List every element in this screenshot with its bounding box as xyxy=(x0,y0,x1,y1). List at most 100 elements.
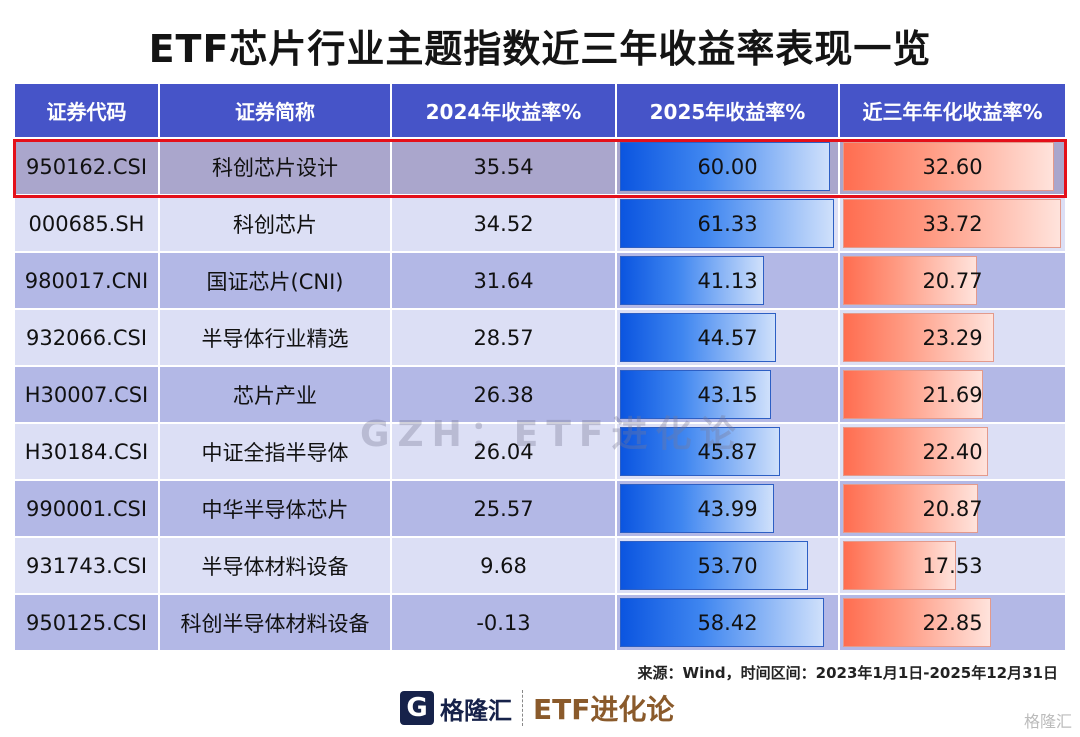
cell-value: 32.60 xyxy=(922,154,983,179)
cell-value: 61.33 xyxy=(697,211,758,236)
source-note: 来源：Wind，时间区间：2023年1月1日-2025年12月31日 xyxy=(637,664,1058,682)
bar-3y xyxy=(843,256,978,305)
cell-value: 20.77 xyxy=(922,268,983,293)
bar-3y xyxy=(843,484,979,533)
table-header: 证券代码 证券简称 2024年收益率% 2025年收益率% 近三年年化收益率% xyxy=(15,84,1065,139)
cell-2025: 45.87 xyxy=(617,424,840,479)
cell-value: H30007.CSI xyxy=(24,382,149,407)
bar-3y xyxy=(843,142,1054,191)
bar-3y xyxy=(843,427,988,476)
cell-3y: 20.77 xyxy=(840,253,1065,308)
cell-value: 25.57 xyxy=(473,496,534,521)
cell-value: 中证全指半导体 xyxy=(201,440,349,465)
brand-name: ETF进化论 xyxy=(533,693,675,726)
table-row: H30184.CSI 中证全指半导体 26.04 45.87 22.40 xyxy=(15,424,1065,481)
cell-2025: 60.00 xyxy=(617,139,840,194)
cell-code: 980017.CNI xyxy=(15,253,160,308)
cell-code: 950125.CSI xyxy=(15,595,160,650)
bar-2025 xyxy=(620,256,764,305)
bar-3y xyxy=(843,199,1062,248)
cell-name: 中华半导体芯片 xyxy=(160,481,392,536)
cell-name: 半导体材料设备 xyxy=(160,538,392,593)
cell-value: 980017.CNI xyxy=(24,268,149,293)
cell-value: 43.99 xyxy=(697,496,758,521)
cell-3y: 23.29 xyxy=(840,310,1065,365)
cell-name: 科创芯片 xyxy=(160,196,392,251)
cell-3y: 22.40 xyxy=(840,424,1065,479)
header-2025: 2025年收益率% xyxy=(617,84,840,137)
cell-value: 950162.CSI xyxy=(25,154,148,179)
cell-value: 芯片产业 xyxy=(233,383,317,408)
cell-2024: 26.04 xyxy=(392,424,617,479)
divider xyxy=(522,690,523,726)
cell-value: 990001.CSI xyxy=(25,496,148,521)
cell-3y: 32.60 xyxy=(840,139,1065,194)
cell-name: 半导体行业精选 xyxy=(160,310,392,365)
watermark: GZH：ETF进化论 xyxy=(360,414,744,455)
table-row: 980017.CNI 国证芯片(CNI) 31.64 41.13 20.77 xyxy=(15,253,1065,310)
cell-code: 990001.CSI xyxy=(15,481,160,536)
header-code: 证券代码 xyxy=(15,84,160,137)
cell-value: 31.64 xyxy=(473,268,534,293)
table-row: 990001.CSI 中华半导体芯片 25.57 43.99 20.87 xyxy=(15,481,1065,538)
cell-value: -0.13 xyxy=(476,610,531,635)
cell-value: 60.00 xyxy=(697,154,758,179)
cell-code: 000685.SH xyxy=(15,196,160,251)
cell-2024: 31.64 xyxy=(392,253,617,308)
cell-value: 20.87 xyxy=(922,496,983,521)
cell-value: 9.68 xyxy=(480,553,527,578)
cell-value: 43.15 xyxy=(697,382,758,407)
cell-2024: -0.13 xyxy=(392,595,617,650)
cell-value: 931743.CSI xyxy=(25,553,148,578)
bar-3y xyxy=(843,313,994,362)
bar-2025 xyxy=(620,598,825,647)
cell-value: 科创芯片设计 xyxy=(212,155,338,180)
cell-value: 58.42 xyxy=(697,610,758,635)
bar-3y xyxy=(843,541,957,590)
cell-value: 科创芯片 xyxy=(233,212,317,237)
cell-2024: 35.54 xyxy=(392,139,617,194)
cell-value: 932066.CSI xyxy=(25,325,148,350)
cell-3y: 20.87 xyxy=(840,481,1065,536)
cell-2024: 26.38 xyxy=(392,367,617,422)
logo-icon: G xyxy=(400,691,434,725)
cell-value: 44.57 xyxy=(697,325,758,350)
cell-value: 17.53 xyxy=(922,553,983,578)
bar-2025 xyxy=(620,199,835,248)
cell-value: 科创半导体材料设备 xyxy=(180,611,370,636)
returns-table: 证券代码 证券简称 2024年收益率% 2025年收益率% 近三年年化收益率% … xyxy=(15,84,1065,652)
cell-value: 21.69 xyxy=(922,382,983,407)
table-row: 950125.CSI 科创半导体材料设备 -0.13 58.42 22.85 xyxy=(15,595,1065,652)
cell-code: H30007.CSI xyxy=(15,367,160,422)
cell-name: 国证芯片(CNI) xyxy=(160,253,392,308)
cell-2025: 58.42 xyxy=(617,595,840,650)
cell-value: 半导体行业精选 xyxy=(201,326,349,351)
logo-name: 格隆汇 xyxy=(440,696,512,725)
cell-code: 932066.CSI xyxy=(15,310,160,365)
cell-2025: 44.57 xyxy=(617,310,840,365)
bar-2025 xyxy=(620,427,781,476)
bar-3y xyxy=(843,370,984,419)
header-name: 证券简称 xyxy=(160,84,392,137)
cell-value: 23.29 xyxy=(922,325,983,350)
cell-value: 950125.CSI xyxy=(25,610,148,635)
cell-value: 半导体材料设备 xyxy=(201,554,349,579)
cell-value: 26.04 xyxy=(473,439,534,464)
cell-value: 中华半导体芯片 xyxy=(201,497,349,522)
cell-value: 26.38 xyxy=(473,382,534,407)
bar-2025 xyxy=(620,142,830,191)
cell-3y: 21.69 xyxy=(840,367,1065,422)
cell-2025: 61.33 xyxy=(617,196,840,251)
cell-3y: 17.53 xyxy=(840,538,1065,593)
table-row: 931743.CSI 半导体材料设备 9.68 53.70 17.53 xyxy=(15,538,1065,595)
cell-2025: 41.13 xyxy=(617,253,840,308)
cell-2025: 43.15 xyxy=(617,367,840,422)
cell-name: 芯片产业 xyxy=(160,367,392,422)
cell-value: 22.40 xyxy=(922,439,983,464)
cell-value: 45.87 xyxy=(697,439,758,464)
cell-name: 科创芯片设计 xyxy=(160,139,392,194)
cell-value: 国证芯片(CNI) xyxy=(206,269,344,294)
cell-2024: 34.52 xyxy=(392,196,617,251)
cell-value: 34.52 xyxy=(473,211,534,236)
cell-code: 950162.CSI xyxy=(15,139,160,194)
